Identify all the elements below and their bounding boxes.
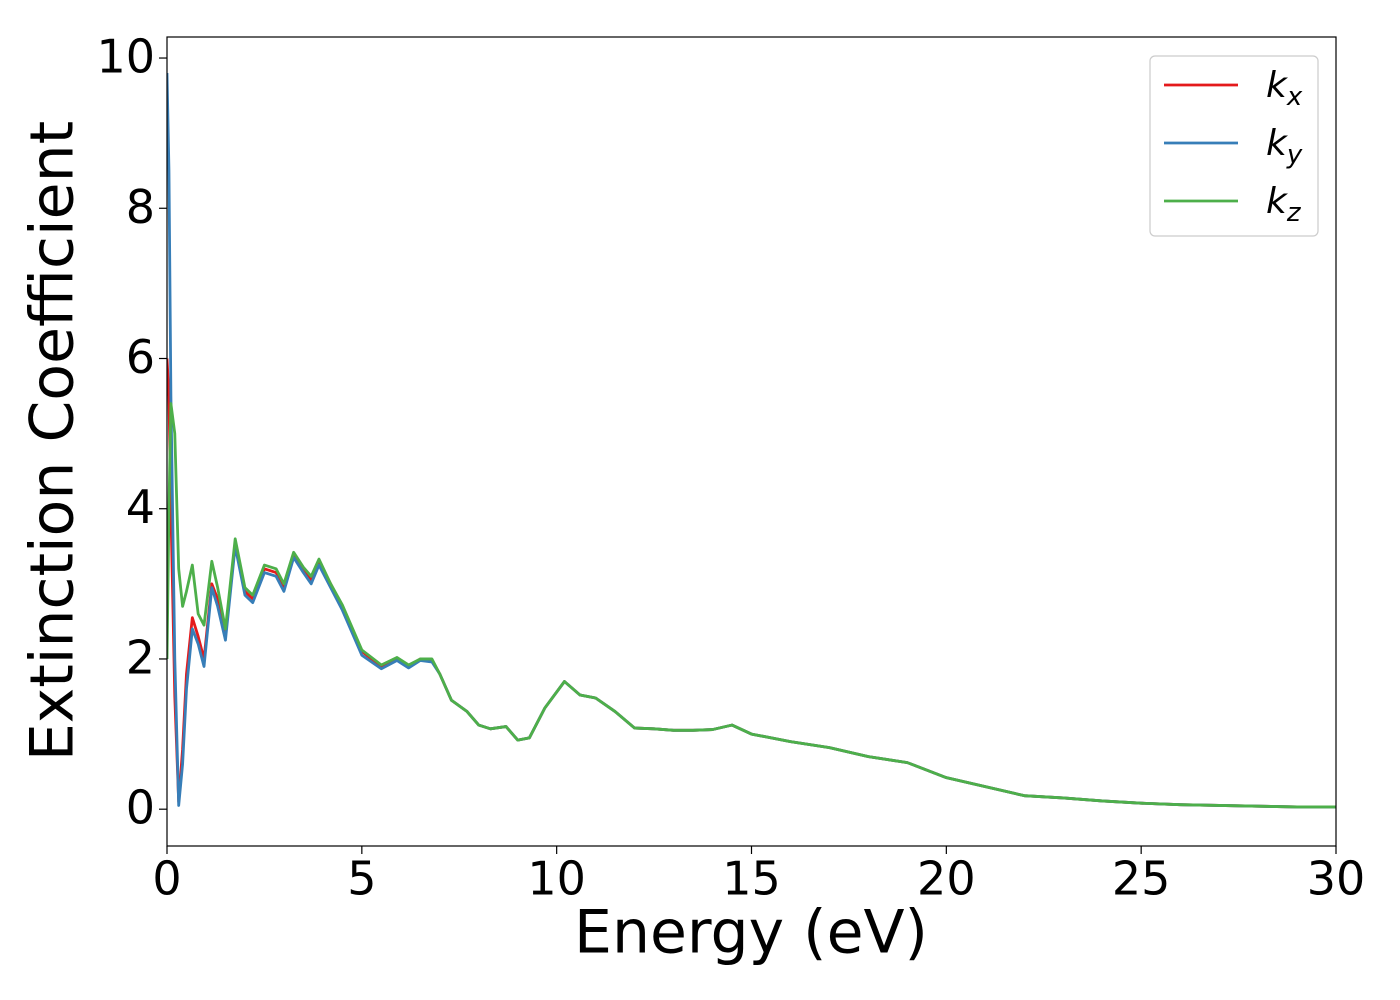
x-tick-label: 0 xyxy=(152,852,181,906)
y-tick-label: 2 xyxy=(126,630,155,684)
y-tick-label: 0 xyxy=(126,781,155,835)
y-tick-label: 8 xyxy=(126,180,155,234)
y-tick-label: 6 xyxy=(126,330,155,384)
series-line xyxy=(167,358,1336,809)
x-tick-label: 5 xyxy=(347,852,376,906)
plot-frame xyxy=(166,36,1337,847)
legend-label: kx xyxy=(1266,65,1303,112)
y-axis-label: Extinction Coefficient xyxy=(18,121,88,761)
x-tick-label: 10 xyxy=(527,852,586,906)
x-tick-label: 30 xyxy=(1307,852,1366,906)
legend-label: ky xyxy=(1266,123,1303,170)
y-tick-label: 10 xyxy=(96,30,155,84)
x-tick-label: 20 xyxy=(917,852,976,906)
legend-box xyxy=(1149,55,1319,237)
series-line xyxy=(167,402,1336,809)
legend-label: kz xyxy=(1266,181,1302,228)
x-tick-label: 25 xyxy=(1112,852,1171,906)
x-tick-label: 15 xyxy=(722,852,781,906)
y-tick-label: 4 xyxy=(126,480,155,534)
x-axis-label: Energy (eV) xyxy=(574,898,928,968)
